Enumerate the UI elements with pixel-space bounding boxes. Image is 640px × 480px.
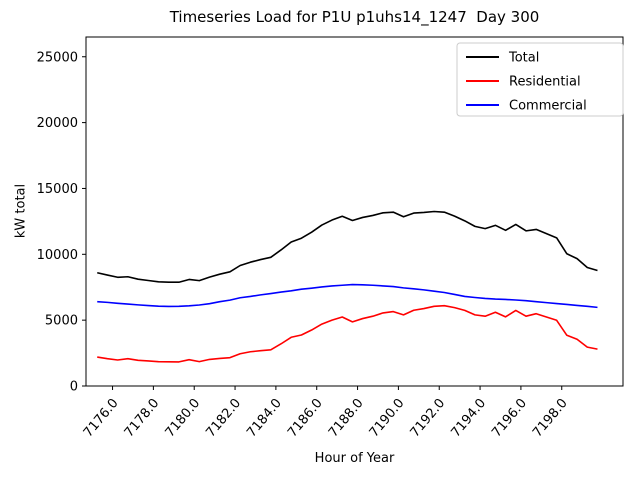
x-tick-label: 7176.0 <box>81 396 122 440</box>
axes-frame <box>85 36 624 387</box>
series-line-total <box>97 210 598 284</box>
legend-label-commercial: Commercial <box>509 99 587 114</box>
y-tick-label: 20000 <box>37 116 78 131</box>
y-tick-label: 5000 <box>45 314 78 329</box>
y-tick-label: 25000 <box>37 50 78 65</box>
legend-box <box>456 42 624 117</box>
x-tick-label: 7188.0 <box>326 396 367 440</box>
y-tick-label: 10000 <box>37 248 78 263</box>
x-tick-label: 7190.0 <box>367 396 408 440</box>
chart-title: Timeseries Load for P1U p1uhs14_1247 Day… <box>169 8 540 26</box>
x-tick-label: 7194.0 <box>448 396 489 440</box>
x-tick-label: 7184.0 <box>244 396 285 440</box>
series-line-residential <box>97 304 598 363</box>
x-tick-label: 7182.0 <box>203 396 244 440</box>
x-axis-label: Hour of Year <box>314 451 395 466</box>
legend-label-residential: Residential <box>509 75 581 90</box>
series-line-commercial <box>97 283 598 309</box>
y-tick-label: 15000 <box>37 182 78 197</box>
x-tick-label: 7192.0 <box>408 396 449 440</box>
legend-label-total: Total <box>508 51 539 66</box>
x-tick-label: 7196.0 <box>489 396 530 440</box>
x-tick-label: 7178.0 <box>122 396 163 440</box>
x-tick-label: 7186.0 <box>285 396 326 440</box>
x-tick-label: 7198.0 <box>530 396 571 440</box>
x-tick-label: 7180.0 <box>163 396 204 440</box>
y-tick-label: 0 <box>70 380 78 395</box>
